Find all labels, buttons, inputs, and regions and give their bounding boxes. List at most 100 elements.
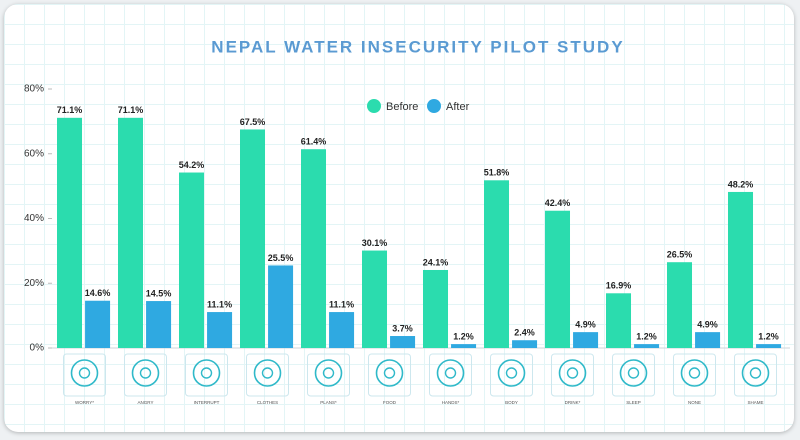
icon (70, 359, 99, 387)
value-label: 16.9% (606, 281, 632, 291)
value-label: 25.5% (268, 253, 294, 263)
x-tick-label: BODY (505, 400, 518, 405)
value-label: 11.1% (329, 299, 354, 309)
icon (749, 367, 762, 379)
icon (741, 359, 770, 387)
icon-frame (673, 353, 716, 397)
value-label: 30.1% (362, 238, 388, 248)
icon (261, 367, 274, 379)
bar (390, 336, 416, 348)
bar (512, 340, 538, 348)
value-label: 1.2% (636, 331, 657, 341)
icon (497, 359, 526, 387)
y-tick-label: 0% (30, 343, 45, 354)
icon (619, 359, 648, 387)
bar (484, 180, 510, 348)
value-label: 4.9% (575, 320, 596, 330)
icon-frame (612, 353, 655, 397)
value-label: 54.2% (179, 160, 205, 170)
card: NEPAL WATER INSECURITY PILOT STUDY 0% 20%… (4, 4, 794, 432)
icon (688, 367, 701, 379)
value-label: 26.5% (667, 250, 693, 260)
y-tick-label: 80% (24, 84, 44, 95)
icon-frame (185, 353, 228, 397)
x-tick-label: ANGRY (138, 400, 154, 405)
bar (695, 332, 721, 348)
value-label: 42.4% (545, 198, 571, 208)
legend-swatch (367, 99, 381, 113)
icon-frame (429, 353, 472, 397)
value-label: 71.1% (118, 105, 144, 115)
icon-frame (246, 353, 289, 397)
bar (207, 312, 233, 348)
icon (505, 367, 518, 379)
bar (118, 117, 144, 348)
legend-label: After (446, 101, 470, 113)
x-tick-label: CLOTHES (257, 400, 278, 405)
icon (436, 359, 465, 387)
x-tick-label: HANDS* (442, 400, 460, 405)
icon (627, 367, 640, 379)
value-label: 71.1% (57, 105, 83, 115)
x-tick-label: INTERRUPT (194, 400, 220, 405)
bar (573, 332, 599, 348)
bar (667, 262, 693, 348)
x-tick-label: FOOD (383, 400, 397, 405)
chart: NEPAL WATER INSECURITY PILOT STUDY 0% 20%… (24, 37, 790, 405)
value-label: 48.2% (728, 179, 754, 189)
bar (268, 265, 294, 348)
bar (606, 293, 632, 348)
icon (192, 359, 221, 387)
value-label: 67.5% (240, 117, 266, 127)
value-label: 1.2% (758, 331, 779, 341)
legend-swatch (427, 99, 441, 113)
bar (423, 269, 449, 348)
value-label: 11.1% (207, 299, 232, 309)
y-tick-label: 60% (24, 148, 44, 159)
chart-title: NEPAL WATER INSECURITY PILOT STUDY (211, 37, 624, 56)
bar (451, 344, 477, 348)
x-tick-label: DRINK* (565, 400, 581, 405)
icon (253, 359, 282, 387)
y-tick-label: 20% (24, 278, 44, 289)
icon-frame (734, 353, 777, 397)
icon (558, 359, 587, 387)
value-label: 14.5% (146, 288, 172, 298)
icon (322, 367, 335, 379)
icon (139, 367, 152, 379)
icon (444, 367, 457, 379)
bar (634, 344, 660, 348)
icon-frame (307, 353, 350, 397)
value-label: 2.4% (514, 328, 535, 338)
icon (680, 359, 709, 387)
value-label: 4.9% (697, 320, 718, 330)
icon-frame (63, 353, 106, 397)
x-tick-label: SLEEP (626, 400, 641, 405)
icon (566, 367, 579, 379)
icon (314, 359, 343, 387)
bar (545, 210, 571, 348)
x-tick-label: PLANS* (320, 400, 337, 405)
icon (383, 367, 396, 379)
icon (375, 359, 404, 387)
icon-frame (490, 353, 533, 397)
bar (728, 191, 754, 348)
y-tick-label: 40% (24, 213, 44, 224)
x-tick-label: WORRY* (75, 400, 94, 405)
bar (57, 117, 83, 348)
bar (146, 301, 172, 348)
value-label: 3.7% (392, 323, 413, 333)
value-label: 14.6% (85, 288, 111, 298)
legend-label: Before (386, 101, 418, 113)
bar (329, 312, 355, 348)
value-label: 1.2% (453, 331, 474, 341)
icon (200, 367, 213, 379)
bar (301, 149, 327, 348)
x-tick-label: NONE (688, 400, 701, 405)
icon-frame (551, 353, 594, 397)
icon-frame (124, 353, 167, 397)
bar (85, 300, 111, 348)
value-label: 24.1% (423, 257, 449, 267)
value-label: 61.4% (301, 137, 327, 147)
bar (240, 129, 266, 348)
